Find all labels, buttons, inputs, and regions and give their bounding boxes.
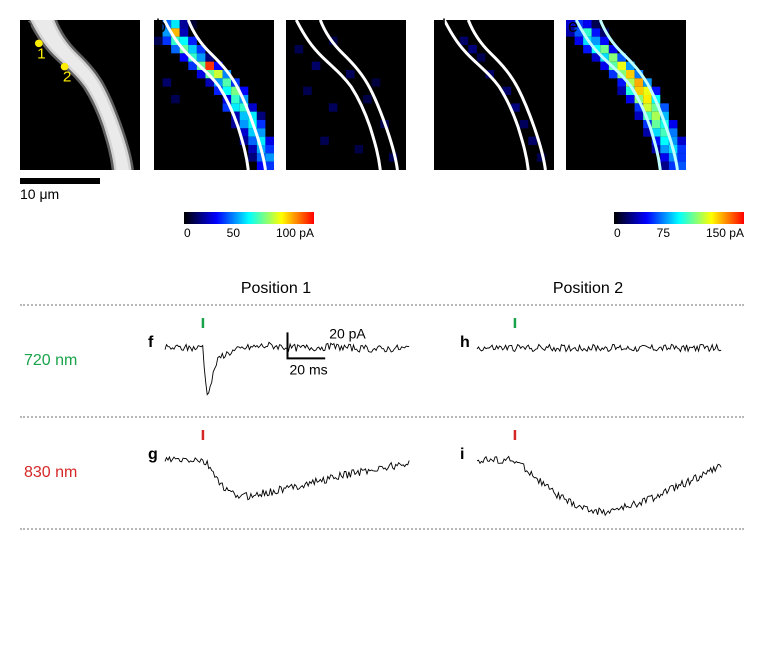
trace-grid: Position 1 Position 2 720 nm f 20 pA 20 m…	[20, 280, 744, 530]
cb2-t2: 150 pA	[706, 226, 744, 240]
colorbar-2-ticks: 0 75 150 pA	[614, 226, 744, 240]
trace-f: 20 pA 20 ms	[120, 306, 420, 416]
row-label-720: 720 nm	[20, 352, 120, 370]
colorbar-row: 0 50 100 pA 0 75 150 pA	[20, 202, 744, 240]
scalebar	[20, 178, 100, 184]
svg-text:1: 1	[37, 46, 46, 63]
svg-text:20 ms: 20 ms	[290, 361, 328, 377]
divider	[20, 528, 744, 530]
panel-c: c	[286, 20, 406, 170]
panel-e: e	[566, 20, 686, 170]
cb2-t0: 0	[614, 226, 621, 240]
panel-a: a 12 10 μm	[20, 20, 140, 202]
panel-d-label: d	[436, 16, 446, 37]
colorbar-1-bar	[184, 212, 314, 224]
scalebar-label: 10 μm	[20, 186, 140, 202]
panel-f: f 20 pA 20 ms	[120, 306, 432, 416]
cb1-t0: 0	[184, 226, 191, 240]
panel-a-label: a	[22, 16, 32, 37]
panel-h: h	[432, 306, 744, 416]
panel-f-label: f	[148, 334, 153, 352]
panel-d: d	[434, 20, 554, 170]
panel-i-label: i	[460, 446, 464, 464]
col-header-pos1: Position 1	[120, 280, 432, 304]
heatmap-e	[566, 20, 686, 170]
panel-b: b	[154, 20, 274, 170]
panel-e-label: e	[568, 16, 578, 37]
trace-h	[432, 306, 732, 416]
trace-g	[120, 418, 420, 528]
colorbar-2: 0 75 150 pA	[614, 212, 744, 240]
panel-h-label: h	[460, 334, 470, 352]
trace-i	[432, 418, 732, 528]
panel-b-label: b	[156, 16, 166, 37]
col-header-pos2: Position 2	[432, 280, 744, 304]
svg-text:2: 2	[63, 69, 72, 86]
row-label-830: 830 nm	[20, 464, 120, 482]
cb2-t1: 75	[657, 226, 670, 240]
heatmap-b	[154, 20, 274, 170]
colorbar-1-ticks: 0 50 100 pA	[184, 226, 314, 240]
figure: a 12 10 μm b c d e	[20, 20, 744, 530]
svg-text:20 pA: 20 pA	[329, 325, 366, 341]
micrograph: 12	[20, 20, 140, 170]
panel-g: g	[120, 418, 432, 528]
panel-g-label: g	[148, 446, 158, 464]
bottom-section: Position 1 Position 2 720 nm f 20 pA 20 m…	[20, 280, 744, 530]
panel-i: i	[432, 418, 744, 528]
panel-c-label: c	[288, 16, 297, 37]
top-row: a 12 10 μm b c d e	[20, 20, 744, 202]
colorbar-2-bar	[614, 212, 744, 224]
cb1-t2: 100 pA	[276, 226, 314, 240]
heatmap-d	[434, 20, 554, 170]
heatmap-c	[286, 20, 406, 170]
cb1-t1: 50	[227, 226, 240, 240]
colorbar-1: 0 50 100 pA	[184, 212, 314, 240]
